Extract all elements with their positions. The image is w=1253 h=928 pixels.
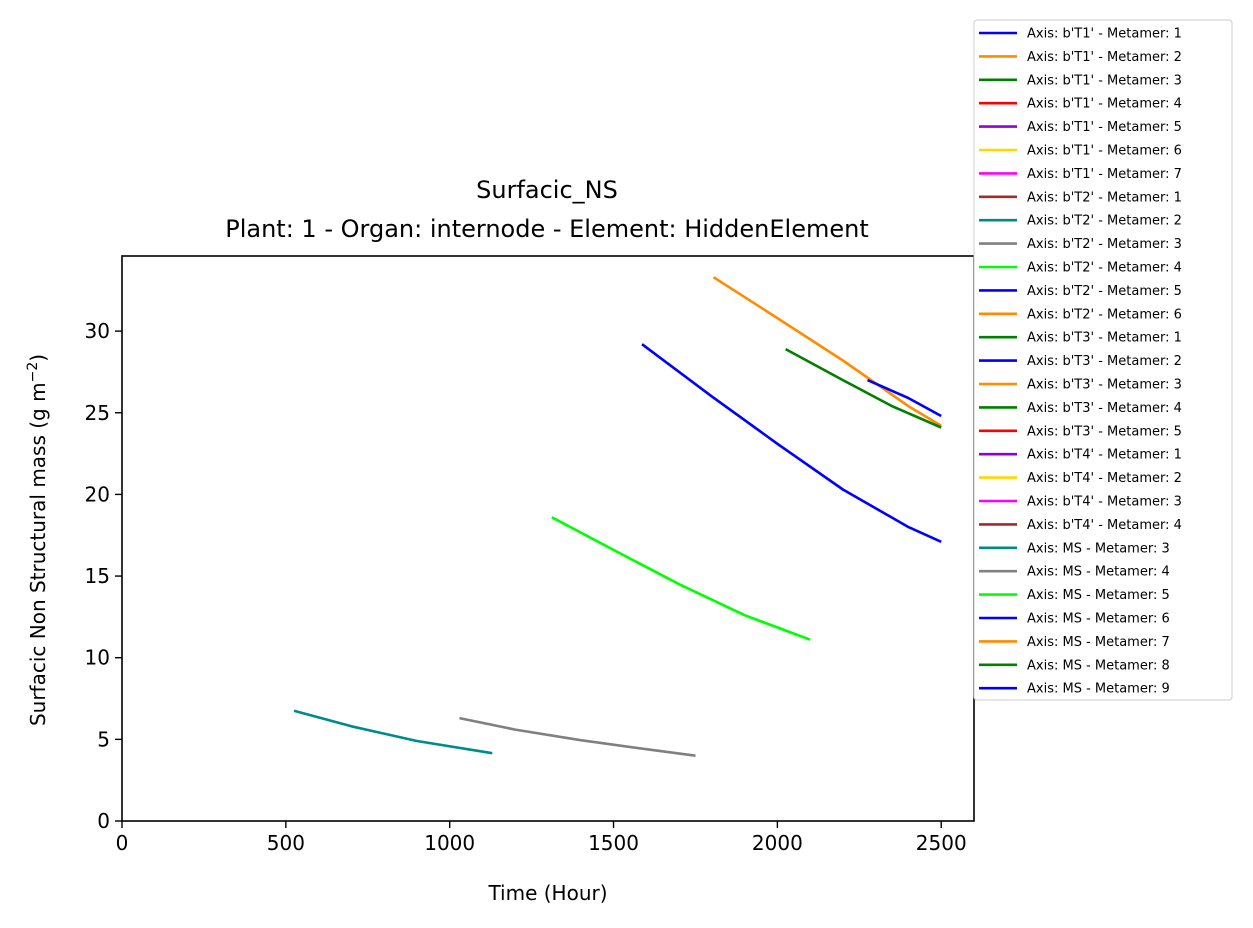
- legend-items: Axis: b'T1' - Metamer: 1 Axis: b'T1' - Me…: [979, 27, 1182, 697]
- plot-lines: [293, 276, 942, 757]
- legend-label-19: Axis: b'T4' - Metamer: 2: [1027, 471, 1182, 486]
- legend-label-5: Axis: b'T1' - Metamer: 6: [1027, 144, 1182, 159]
- y-tick-label: 0: [97, 809, 110, 833]
- legend-label-16: Axis: b'T3' - Metamer: 4: [1027, 401, 1182, 416]
- legend-label-13: Axis: b'T3' - Metamer: 1: [1027, 331, 1182, 346]
- legend-label-18: Axis: b'T4' - Metamer: 1: [1027, 448, 1182, 463]
- x-tick-label: 2000: [752, 831, 803, 855]
- series-line-25: [641, 343, 942, 543]
- y-axis-label-close: ): [26, 354, 50, 362]
- chart-subtitle: Plant: 1 - Organ: internode - Element: H…: [225, 215, 869, 243]
- y-axis-ticks: 0 5 10 15 20 25 30: [85, 319, 122, 833]
- legend-label-0: Axis: b'T1' - Metamer: 1: [1027, 27, 1182, 42]
- chart-title: Surfacic_NS: [476, 176, 618, 204]
- y-tick-label: 15: [85, 564, 110, 588]
- legend-label-2: Axis: b'T1' - Metamer: 3: [1027, 73, 1182, 88]
- legend-label-17: Axis: b'T3' - Metamer: 5: [1027, 424, 1182, 439]
- series-line-22: [293, 709, 493, 755]
- legend-label-26: Axis: MS - Metamer: 7: [1027, 635, 1170, 650]
- series-line-28: [866, 378, 942, 418]
- series-line-26: [712, 276, 942, 427]
- y-tick-label: 30: [85, 319, 110, 343]
- legend-label-4: Axis: b'T1' - Metamer: 5: [1027, 120, 1182, 135]
- legend: Axis: b'T1' - Metamer: 1 Axis: b'T1' - Me…: [973, 19, 1233, 701]
- legend-label-12: Axis: b'T2' - Metamer: 6: [1027, 307, 1182, 322]
- legend-label-21: Axis: b'T4' - Metamer: 4: [1027, 518, 1182, 533]
- y-tick-label: 20: [85, 482, 110, 506]
- legend-label-14: Axis: b'T3' - Metamer: 2: [1027, 354, 1182, 369]
- x-axis-ticks: 0 500 1000 1500 2000 2500: [116, 821, 967, 855]
- legend-label-22: Axis: MS - Metamer: 3: [1027, 541, 1170, 556]
- legend-label-6: Axis: b'T1' - Metamer: 7: [1027, 167, 1182, 182]
- legend-label-9: Axis: b'T2' - Metamer: 3: [1027, 237, 1182, 252]
- y-axis-label-exponent: −2: [25, 362, 41, 383]
- series-line-24: [551, 516, 811, 641]
- legend-frame: [973, 19, 1233, 701]
- legend-label-28: Axis: MS - Metamer: 9: [1027, 682, 1170, 697]
- legend-label-25: Axis: MS - Metamer: 6: [1027, 612, 1170, 627]
- y-axis-label: Surfacic Non Structural mass (g m−2): [25, 354, 50, 726]
- legend-label-20: Axis: b'T4' - Metamer: 3: [1027, 495, 1182, 510]
- x-tick-label: 0: [116, 831, 129, 855]
- x-tick-label: 1000: [424, 831, 475, 855]
- x-tick-label: 2500: [916, 831, 967, 855]
- y-tick-label: 25: [85, 401, 110, 425]
- series-line-27: [784, 347, 942, 429]
- y-tick-label: 10: [85, 646, 110, 670]
- series-line-23: [459, 716, 696, 757]
- y-tick-label: 5: [97, 727, 110, 751]
- legend-label-11: Axis: b'T2' - Metamer: 5: [1027, 284, 1182, 299]
- legend-label-24: Axis: MS - Metamer: 5: [1027, 588, 1170, 603]
- chart-title-group: Surfacic_NS Plant: 1 - Organ: internode …: [225, 176, 869, 243]
- plot-frame: [121, 255, 975, 822]
- legend-label-1: Axis: b'T1' - Metamer: 2: [1027, 50, 1182, 65]
- x-axis-label: Time (Hour): [487, 881, 607, 905]
- x-tick-label: 1500: [588, 831, 639, 855]
- legend-label-27: Axis: MS - Metamer: 8: [1027, 658, 1170, 673]
- legend-label-15: Axis: b'T3' - Metamer: 3: [1027, 378, 1182, 393]
- y-axis-label-main: Surfacic Non Structural mass (g m: [26, 382, 50, 726]
- legend-label-10: Axis: b'T2' - Metamer: 4: [1027, 261, 1182, 276]
- x-tick-label: 500: [267, 831, 305, 855]
- legend-label-3: Axis: b'T1' - Metamer: 4: [1027, 97, 1182, 112]
- legend-label-23: Axis: MS - Metamer: 4: [1027, 565, 1170, 580]
- legend-label-8: Axis: b'T2' - Metamer: 2: [1027, 214, 1182, 229]
- legend-label-7: Axis: b'T2' - Metamer: 1: [1027, 190, 1182, 205]
